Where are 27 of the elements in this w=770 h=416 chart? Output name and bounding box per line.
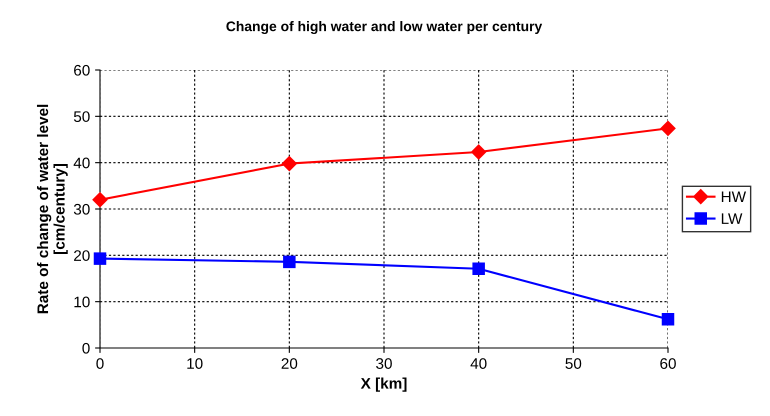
chart-title: Change of high water and low water per century: [226, 21, 542, 34]
x-tick-label: 10: [187, 358, 203, 369]
x-tick-label: 0: [96, 358, 104, 369]
point: [92, 192, 108, 208]
point: [94, 252, 106, 265]
point: [471, 144, 486, 160]
legend-label: HW: [722, 192, 746, 202]
y-axis-title: Rate of change of water level [cm/century]: [36, 104, 68, 314]
x-tick-label: 50: [565, 358, 582, 369]
y-tick-label: 0: [82, 342, 90, 354]
point: [282, 156, 297, 172]
y-tick-label: 40: [74, 158, 90, 168]
y-tick-label: 60: [74, 64, 90, 76]
y-tick-label: 30: [74, 204, 90, 215]
x-tick-label: 60: [660, 358, 676, 369]
point: [662, 313, 674, 326]
point: [472, 262, 485, 276]
x-tick-label: 40: [470, 358, 487, 369]
x-axis-title: X [km]: [360, 378, 406, 392]
y-tick-label: 50: [74, 111, 90, 122]
point: [660, 120, 676, 136]
y-tick-label: 20: [74, 250, 90, 262]
y-tick-label: 10: [74, 296, 90, 308]
x-tick-label: 20: [282, 358, 298, 369]
point: [283, 256, 296, 268]
x-tick-label: 30: [376, 358, 392, 369]
legend-label: LW: [722, 213, 742, 224]
